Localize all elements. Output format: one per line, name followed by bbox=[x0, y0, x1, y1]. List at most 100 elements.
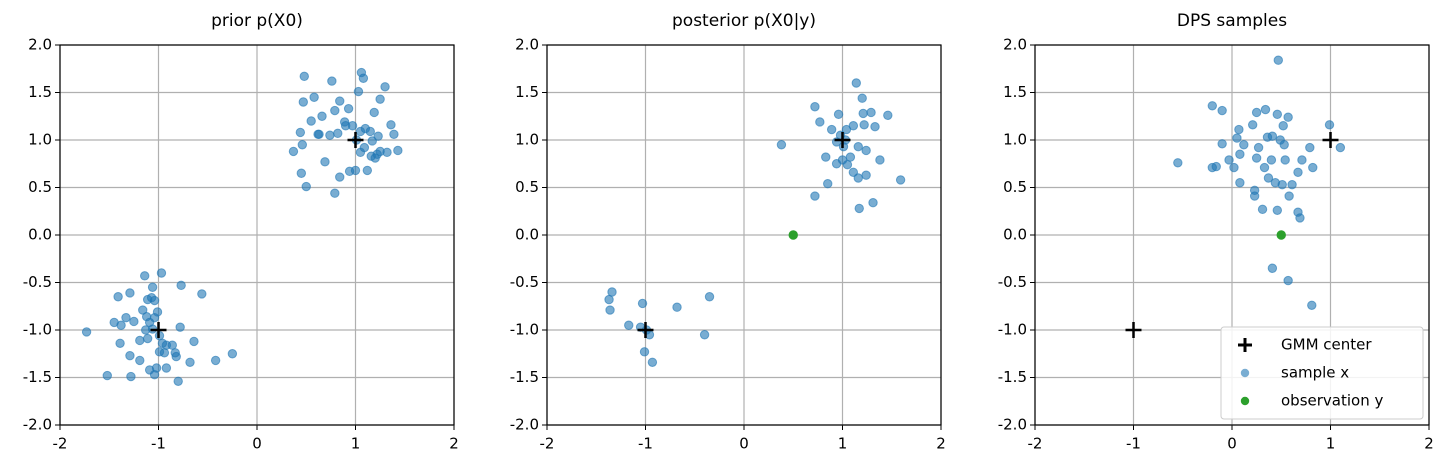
point bbox=[868, 198, 878, 208]
y-tick-label: 2.0 bbox=[28, 36, 52, 54]
point bbox=[1257, 204, 1268, 215]
point bbox=[1305, 142, 1315, 153]
y-tick-label: 0.0 bbox=[515, 226, 539, 244]
point bbox=[1173, 158, 1183, 168]
point bbox=[344, 166, 355, 177]
point bbox=[604, 294, 614, 305]
point bbox=[854, 203, 864, 214]
point bbox=[1234, 124, 1244, 135]
point bbox=[299, 71, 309, 82]
point bbox=[1235, 178, 1245, 188]
point bbox=[866, 107, 876, 118]
point bbox=[298, 97, 308, 107]
point bbox=[306, 116, 316, 126]
point bbox=[699, 330, 710, 340]
point bbox=[605, 305, 615, 315]
y-tick-label: 0.0 bbox=[28, 226, 52, 244]
subplot: posterior p(X0|y) -2 -1 0 1 2 -2.0 -1.5 -1.0 -0.5… bbox=[510, 11, 946, 453]
point bbox=[149, 369, 160, 380]
point bbox=[861, 170, 871, 180]
point bbox=[358, 73, 369, 83]
chart-title: posterior p(X0|y) bbox=[672, 11, 816, 31]
y-tick-label: -2.0 bbox=[23, 416, 52, 434]
point bbox=[1275, 135, 1285, 145]
point bbox=[210, 355, 221, 366]
point bbox=[288, 146, 299, 157]
y-tick-label: -1.5 bbox=[998, 368, 1027, 386]
point bbox=[1217, 105, 1227, 116]
point bbox=[1295, 213, 1305, 223]
point bbox=[135, 335, 145, 346]
point bbox=[369, 107, 379, 118]
x-tick-label: 0 bbox=[1227, 435, 1237, 453]
legend-marker bbox=[1240, 368, 1250, 378]
x-tick-label: 1 bbox=[838, 435, 848, 453]
point bbox=[125, 288, 135, 298]
point bbox=[853, 173, 863, 183]
point bbox=[185, 357, 195, 367]
point bbox=[301, 181, 311, 192]
center-marker bbox=[637, 322, 654, 338]
point bbox=[637, 298, 648, 309]
point bbox=[1249, 191, 1260, 201]
point bbox=[355, 147, 366, 158]
point bbox=[297, 140, 308, 150]
point bbox=[330, 188, 340, 198]
point bbox=[81, 327, 92, 337]
point bbox=[1207, 162, 1218, 173]
y-tick-label: 0.5 bbox=[1003, 178, 1027, 196]
point bbox=[375, 94, 385, 104]
x-tick-label: -2 bbox=[53, 435, 68, 453]
point bbox=[1232, 133, 1242, 143]
point bbox=[1324, 120, 1335, 130]
x-tick-label: -2 bbox=[540, 435, 555, 453]
point bbox=[851, 78, 861, 88]
subplot: prior p(X0) -2 -1 0 1 2 -2.0 -1.5 -1.0 -0.5 0.0 0.5… bbox=[23, 11, 459, 453]
point bbox=[161, 363, 172, 373]
point bbox=[1259, 162, 1270, 173]
y-tick-label: -0.5 bbox=[998, 273, 1027, 291]
x-tick-label: -1 bbox=[151, 435, 166, 453]
legend: GMM center sample x observation y bbox=[1220, 326, 1424, 420]
point bbox=[1308, 162, 1318, 173]
point bbox=[325, 130, 335, 140]
point bbox=[1287, 179, 1297, 190]
point bbox=[1266, 155, 1277, 165]
center-marker bbox=[834, 132, 851, 148]
point bbox=[113, 292, 123, 302]
point bbox=[1251, 107, 1262, 118]
point bbox=[343, 103, 354, 114]
point bbox=[353, 86, 364, 97]
point bbox=[857, 93, 867, 103]
x-tick-label: -1 bbox=[638, 435, 653, 453]
point bbox=[1335, 142, 1346, 153]
point bbox=[823, 179, 833, 189]
y-tick-label: 0.5 bbox=[515, 178, 539, 196]
point bbox=[389, 129, 399, 140]
plot-frame bbox=[59, 44, 455, 426]
legend-marker bbox=[1240, 396, 1250, 406]
point bbox=[167, 340, 177, 350]
point bbox=[347, 121, 358, 131]
point bbox=[313, 129, 323, 140]
chart-title: prior p(X0) bbox=[211, 11, 303, 31]
point bbox=[152, 307, 163, 317]
point bbox=[1278, 121, 1288, 131]
y-tick-label: 1.0 bbox=[28, 131, 52, 149]
y-tick-label: -1.5 bbox=[23, 368, 52, 386]
legend-label: sample x bbox=[1281, 364, 1349, 382]
point bbox=[1272, 205, 1283, 216]
legend-box bbox=[1220, 326, 1424, 420]
point bbox=[102, 370, 112, 381]
point bbox=[140, 271, 150, 281]
point bbox=[121, 312, 131, 323]
point bbox=[197, 289, 207, 299]
point bbox=[1284, 191, 1294, 201]
point bbox=[1207, 101, 1218, 111]
point bbox=[788, 230, 798, 240]
point bbox=[1253, 142, 1264, 153]
point bbox=[327, 76, 337, 86]
center-marker bbox=[1322, 132, 1339, 148]
x-tick-label: 1 bbox=[1326, 435, 1336, 453]
point bbox=[380, 82, 390, 92]
